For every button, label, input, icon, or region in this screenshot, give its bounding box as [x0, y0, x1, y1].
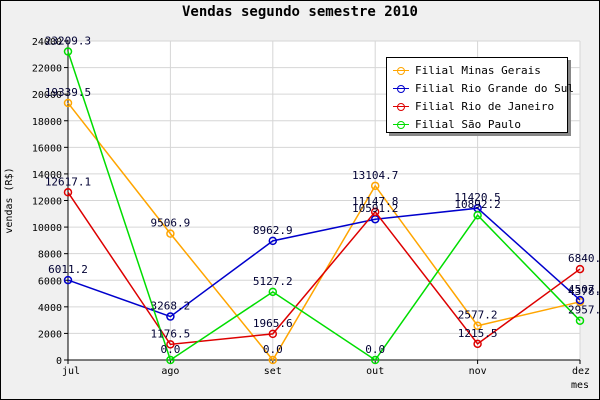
y-tick-label: 14000: [32, 170, 62, 181]
data-point: [63, 275, 73, 285]
y-tick-label: 10000: [32, 223, 62, 234]
data-point: [575, 264, 585, 274]
legend-label: Filial São Paulo: [415, 118, 521, 131]
legend-label: Filial Rio de Janeiro: [415, 100, 555, 113]
data-label: 6840.6: [568, 252, 600, 265]
x-tick-label: set: [264, 366, 282, 377]
data-point: [63, 98, 73, 108]
x-tick-label: ago: [161, 366, 179, 377]
legend-marker-icon: [393, 84, 409, 94]
data-label: 0.0: [365, 343, 385, 356]
data-label: 3268.2: [151, 300, 191, 313]
legend-item-rio-grande-do-sul: Filial Rio Grande do Sul: [393, 80, 574, 98]
data-label: 2577.2: [458, 309, 498, 322]
data-label: 2957.6: [568, 304, 600, 317]
data-label: 12617.1: [45, 175, 91, 188]
y-tick-label: 16000: [32, 143, 62, 154]
data-point: [575, 295, 585, 305]
legend-marker-icon: [393, 102, 409, 112]
data-point: [473, 321, 482, 330]
data-label: 13104.7: [352, 169, 398, 182]
data-label: 19339.5: [45, 86, 91, 99]
data-point: [166, 312, 175, 321]
data-label: 11420.5: [454, 191, 500, 204]
data-label: 0.0: [160, 343, 180, 356]
data-label: 4507.1: [568, 283, 600, 296]
y-axis-label: vendas (R$): [4, 167, 15, 233]
legend-marker-icon: [393, 120, 409, 130]
data-label: 1965.6: [253, 317, 293, 330]
y-tick-label: 18000: [32, 117, 62, 128]
legend-item-sao-paulo: Filial São Paulo: [393, 116, 567, 134]
data-point: [575, 316, 585, 325]
series-line: [67, 191, 581, 346]
chart-title: Vendas segundo semestre 2010: [181, 4, 418, 20]
x-tick-label: out: [366, 366, 384, 377]
data-label: 10591.2: [352, 202, 398, 215]
data-point: [473, 210, 482, 220]
legend-item-rio-de-janeiro: Filial Rio de Janeiro: [393, 98, 567, 116]
y-tick-label: 0: [56, 356, 62, 367]
data-point: [63, 47, 73, 56]
data-point: [473, 339, 482, 349]
data-point: [166, 340, 175, 349]
y-tick-label: 12000: [32, 197, 62, 208]
data-point: [166, 355, 175, 365]
data-label: 8962.9: [253, 224, 293, 237]
data-point: [370, 207, 380, 217]
y-tick-label: 8000: [38, 250, 62, 261]
x-tick-label: dez: [572, 366, 590, 377]
x-axis-label: mes: [571, 380, 589, 391]
y-tick-label: 22000: [32, 64, 62, 75]
data-point: [166, 229, 175, 238]
y-tick-label: 20000: [32, 90, 62, 101]
data-point: [268, 287, 278, 297]
data-label: 11147.8: [352, 195, 398, 208]
data-label: 0.0: [263, 343, 283, 356]
legend-item-minas-gerais: Filial Minas Gerais: [393, 62, 567, 80]
data-label: 1176.5: [151, 327, 191, 340]
y-tick-label: 4000: [38, 303, 62, 314]
data-label: 9506.9: [151, 217, 191, 230]
legend-label: Filial Rio Grande do Sul: [415, 82, 574, 95]
y-tick-label: 2000: [38, 329, 62, 340]
data-point: [268, 236, 278, 246]
x-tick-label: nov: [469, 366, 487, 377]
legend-marker-icon: [393, 66, 409, 76]
y-tick-label: 6000: [38, 276, 62, 287]
legend: Filial Minas Gerais Filial Rio Grande do…: [386, 57, 574, 134]
legend-label: Filial Minas Gerais: [415, 64, 541, 77]
data-label: 5127.2: [253, 275, 293, 288]
data-label: 6011.2: [48, 263, 88, 276]
y-tick-label: 24000: [32, 37, 62, 48]
data-label: 10892.2: [454, 198, 500, 211]
data-point: [370, 181, 380, 191]
data-label: 23209.3: [45, 35, 91, 48]
series-line: [67, 51, 581, 362]
x-tick-label: jul: [62, 366, 80, 377]
data-point: [268, 355, 278, 365]
data-point: [370, 355, 380, 365]
data-point: [268, 329, 278, 339]
data-point: [63, 188, 73, 197]
data-label: 1215.5: [458, 327, 498, 340]
data-label: 4378.0: [568, 285, 600, 298]
